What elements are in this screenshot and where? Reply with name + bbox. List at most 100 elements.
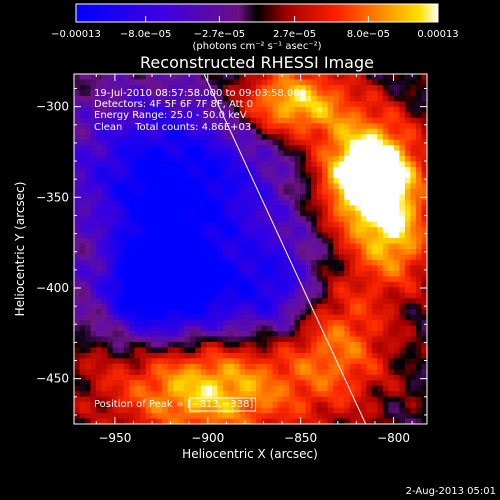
heatmap-cell	[283, 221, 290, 228]
heatmap-cell	[178, 265, 185, 272]
heatmap-cell	[74, 336, 81, 343]
heatmap-cell	[338, 205, 345, 212]
heatmap-cell	[195, 341, 202, 349]
heatmap-cell	[393, 90, 401, 97]
heatmap-cell	[123, 369, 130, 376]
heatmap-cell	[289, 79, 296, 86]
heatmap-cell	[300, 287, 307, 294]
heatmap-cell	[421, 74, 427, 81]
heatmap-cell	[349, 303, 356, 310]
heatmap-cell	[74, 205, 81, 212]
heatmap-cell	[272, 166, 279, 174]
heatmap-cell	[162, 292, 169, 299]
heatmap-cell	[90, 128, 97, 135]
heatmap-cell	[261, 265, 268, 272]
heatmap-cell	[311, 358, 318, 365]
heatmap-cell	[349, 407, 356, 414]
heatmap-cell	[140, 369, 147, 376]
heatmap-cell	[178, 150, 185, 157]
heatmap-cell	[107, 249, 114, 256]
heatmap-cell	[300, 396, 307, 403]
heatmap-cell	[189, 79, 196, 86]
heatmap-cell	[377, 134, 384, 141]
heatmap-cell	[294, 336, 301, 343]
heatmap-cell	[134, 183, 141, 190]
heatmap-cell	[305, 363, 312, 370]
heatmap-cell	[162, 134, 169, 141]
heatmap-cell	[101, 369, 108, 376]
heatmap-cell	[107, 101, 114, 108]
heatmap-cell	[344, 205, 351, 212]
heatmap-cell	[327, 123, 334, 130]
heatmap-cell	[233, 177, 241, 184]
heatmap-cell	[101, 145, 108, 152]
heatmap-cell	[388, 249, 395, 256]
heatmap-cell	[421, 106, 427, 113]
heatmap-cell	[399, 303, 406, 310]
heatmap-cell	[74, 84, 81, 92]
heatmap-cell	[195, 216, 202, 223]
heatmap-cell	[162, 188, 169, 195]
heatmap-cell	[366, 232, 373, 239]
heatmap-cell	[107, 363, 114, 370]
heatmap-cell	[333, 249, 340, 256]
heatmap-cell	[118, 396, 125, 403]
heatmap-cell	[145, 358, 152, 365]
heatmap-cell	[173, 161, 180, 168]
heatmap-cell	[371, 352, 378, 359]
heatmap-cell	[222, 380, 230, 387]
heatmap-cell	[156, 374, 163, 381]
heatmap-cell	[261, 407, 268, 414]
heatmap-cell	[173, 199, 180, 206]
heatmap-cell	[239, 309, 246, 316]
heatmap-cell	[322, 347, 329, 354]
heatmap-cell	[355, 238, 362, 245]
heatmap-cell	[322, 270, 329, 277]
heatmap-cell	[267, 188, 274, 195]
heatmap-cell	[355, 95, 362, 102]
heatmap-cell	[305, 369, 312, 376]
heatmap-cell	[222, 145, 230, 152]
heatmap-cell	[316, 336, 323, 343]
heatmap-cell	[211, 101, 219, 108]
heatmap-cell	[228, 298, 235, 305]
heatmap-cell	[233, 84, 241, 92]
heatmap-cell	[156, 287, 163, 294]
heatmap-cell	[162, 161, 169, 168]
heatmap-cell	[233, 232, 241, 239]
heatmap-cell	[206, 134, 213, 141]
heatmap-cell	[140, 172, 147, 179]
heatmap-cell	[211, 292, 219, 299]
heatmap-cell	[90, 221, 97, 228]
heatmap-cell	[200, 188, 207, 195]
heatmap-cell	[388, 341, 395, 349]
heatmap-cell	[294, 145, 301, 152]
heatmap-cell	[228, 325, 235, 332]
heatmap-cell	[173, 259, 180, 267]
heatmap-cell	[151, 139, 158, 146]
heatmap-cell	[167, 177, 174, 184]
heatmap-cell	[140, 380, 147, 387]
heatmap-cell	[382, 177, 389, 184]
heatmap-cell	[189, 265, 196, 272]
heatmap-cell	[349, 128, 356, 135]
heatmap-cell	[107, 139, 114, 146]
heatmap-cell	[421, 314, 427, 321]
heatmap-cell	[184, 309, 191, 316]
heatmap-cell	[349, 374, 356, 381]
heatmap-cell	[261, 161, 268, 168]
heatmap-cell	[404, 270, 412, 277]
heatmap-cell	[322, 276, 329, 283]
heatmap-cell	[399, 161, 406, 168]
heatmap-cell	[107, 259, 114, 267]
heatmap-cell	[382, 287, 389, 294]
heatmap-cell	[388, 95, 395, 102]
heatmap-cell	[399, 298, 406, 305]
heatmap-cell	[90, 287, 97, 294]
heatmap-cell	[338, 303, 345, 310]
heatmap-cell	[415, 276, 423, 283]
heatmap-cell	[294, 210, 301, 217]
heatmap-cell	[123, 270, 130, 277]
heatmap-cell	[278, 380, 285, 387]
heatmap-cell	[344, 161, 351, 168]
